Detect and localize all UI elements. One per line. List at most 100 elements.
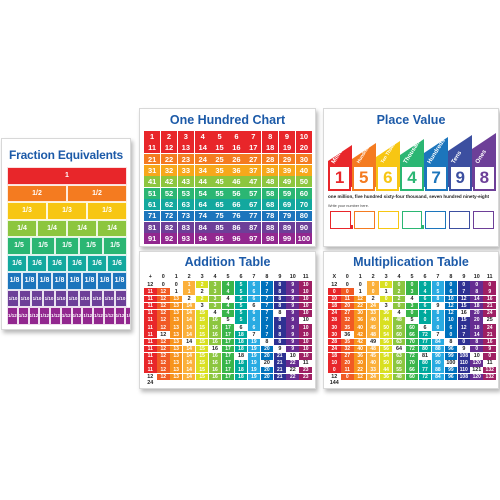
table-cell: 110	[457, 360, 471, 367]
table-row-header: 12	[144, 373, 157, 380]
table-cell: 54	[379, 352, 393, 360]
table-cell: 16	[208, 331, 222, 339]
hundred-cell: 95	[211, 233, 228, 244]
table-cell: 11	[144, 324, 157, 331]
table-cell: 10	[299, 309, 312, 317]
table-cell: 1	[182, 281, 196, 288]
table-cell: 45	[366, 352, 380, 360]
fraction-cell: 1/6	[27, 254, 47, 272]
table-cell: 9	[286, 295, 300, 303]
hundred-cell: 14	[194, 142, 211, 154]
table-column-header: 2	[182, 274, 196, 281]
hundred-cell: 84	[194, 221, 211, 233]
table-column-header: 6	[234, 274, 248, 281]
table-cell: 55	[392, 324, 406, 331]
table-row-header: 7	[247, 331, 261, 339]
table-cell: 10	[328, 360, 341, 367]
hundred-cell: 60	[295, 187, 312, 199]
table-cell: 84	[431, 338, 445, 346]
table-cell: 11	[144, 338, 157, 346]
fraction-cell: 1/12	[103, 307, 115, 325]
table-cell: 11	[144, 317, 157, 324]
table-cell: 60	[392, 331, 406, 339]
table-cell: 8	[273, 317, 287, 324]
table-column-header: 5	[405, 274, 419, 281]
table-cell: 0	[379, 295, 393, 303]
hundred-cell: 19	[278, 142, 296, 154]
table-cell: 21	[273, 360, 287, 367]
hundred-cell: 25	[211, 153, 228, 165]
table-cell: 13	[169, 367, 183, 374]
fraction-cell: 1/4	[97, 219, 127, 237]
table-cell: 9	[286, 317, 300, 324]
table-cell: 0	[405, 281, 419, 288]
table-cell: 45	[366, 324, 380, 331]
table-cell: 6	[418, 302, 432, 310]
table-cell: 13	[169, 317, 183, 324]
fraction-row: 1/5 1/5 1/5 1/5 1/5	[7, 237, 127, 255]
table-row-header: 8	[444, 338, 458, 346]
table-cell: 12	[457, 324, 471, 331]
table-cell: 3	[208, 295, 222, 303]
fraction-row: 1/3 1/3 1/3	[7, 202, 127, 220]
table-cell: 144	[328, 379, 341, 386]
addition-grid: +0 1 2 3 4 5 6 7 8 9 10 11 12 0 0 1 2 3 4 5 6 7 8 9 10 11 12 1 1 2 3 4 5…	[144, 274, 312, 386]
hundred-cell: 50	[295, 176, 312, 188]
place-value-write-box	[353, 211, 375, 229]
fraction-cell: 1/10	[115, 289, 127, 307]
table-cell: 0	[405, 309, 419, 317]
hundred-cell: 23	[177, 153, 194, 165]
table-cell: 28	[328, 338, 341, 346]
table-cell: 10	[299, 338, 312, 346]
table-cell: 14	[470, 331, 484, 339]
table-column-header: 5	[221, 274, 235, 281]
fraction-cell: 1/10	[19, 289, 31, 307]
table-cell: 64	[392, 345, 406, 353]
table-cell: 14	[182, 373, 196, 380]
table-cell: 14	[182, 302, 196, 310]
fraction-cell: 1/12	[82, 307, 94, 325]
table-cell: 81	[418, 352, 432, 360]
table-cell: 12	[457, 295, 471, 303]
table-row-header: 2	[366, 295, 380, 303]
table-cell: 15	[195, 317, 209, 324]
table-column-header: 3	[379, 274, 393, 281]
fraction-cell: 1/5	[31, 237, 55, 255]
table-cell: 14	[470, 295, 484, 303]
table-cell: 0	[366, 288, 380, 296]
hundred-cell: 5	[211, 131, 228, 142]
table-column-header: 8	[260, 274, 274, 281]
hundred-cell: 22	[160, 153, 178, 165]
fraction-cell: 1/4	[7, 219, 37, 237]
table-cell: 8	[273, 281, 287, 288]
table-cell: 4	[221, 288, 235, 296]
hundred-cell: 18	[262, 142, 279, 154]
table-cell: 40	[353, 345, 367, 353]
table-cell: 24	[483, 309, 496, 317]
place-value-digit: 6	[376, 165, 400, 191]
table-cell: 18	[234, 373, 248, 380]
table-cell: 0	[392, 281, 406, 288]
table-cell: 5	[431, 288, 445, 296]
table-cell: 5	[234, 295, 248, 303]
table-cell: 96	[444, 373, 458, 380]
table-cell: 20	[260, 373, 274, 380]
table-cell: 22	[353, 367, 367, 374]
table-cell: 66	[405, 367, 419, 374]
fraction-cell: 1/8	[37, 272, 52, 290]
hundred-cell: 7	[245, 131, 262, 142]
fraction-cell: 1/10	[79, 289, 91, 307]
hundred-cell: 55	[211, 187, 228, 199]
table-cell: 108	[457, 373, 471, 380]
fraction-cell: 1/12	[60, 307, 72, 325]
table-cell: 0	[418, 317, 432, 324]
table-cell: 20	[260, 345, 274, 353]
table-cell: 0	[328, 367, 341, 374]
table-cell: 9	[286, 302, 300, 310]
hundred-cell: 58	[262, 187, 279, 199]
table-cell: 13	[169, 360, 183, 367]
table-cell: 4	[418, 288, 432, 296]
table-row-header: 0	[340, 281, 354, 288]
hundred-cell: 28	[262, 153, 279, 165]
table-column-header: 12	[144, 281, 157, 288]
